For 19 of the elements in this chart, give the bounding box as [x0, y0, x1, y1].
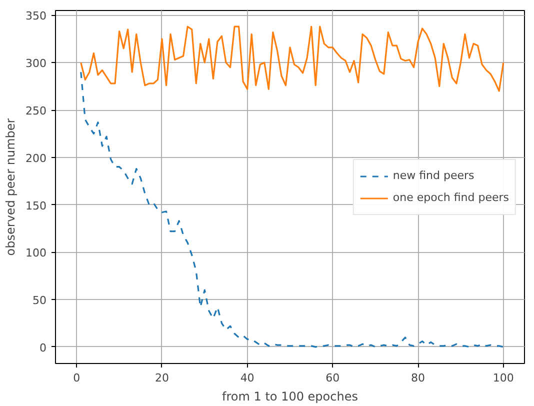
x-tick-label: 60 [326, 372, 340, 384]
y-tick-label: 100 [26, 246, 47, 260]
x-tick-label: 100 [492, 372, 514, 384]
x-axis-title: from 1 to 100 epoches [222, 390, 358, 404]
legend-label: new find peers [392, 169, 474, 182]
line-series [80, 26, 504, 92]
y-tick-label: 250 [26, 104, 47, 118]
y-tick-label: 300 [26, 57, 47, 70]
x-tick-label: 80 [411, 372, 426, 384]
y-axis-title: observed peer number [4, 118, 18, 256]
y-tick-label: 350 [26, 10, 47, 23]
x-tick-label: 40 [240, 372, 254, 384]
legend-label: one epoch find peers [392, 191, 509, 204]
y-tick-label: 200 [26, 152, 47, 165]
x-tick-label: 0 [73, 372, 80, 384]
y-tick-label: 0 [40, 341, 46, 354]
y-tick-label: 150 [26, 199, 47, 212]
y-tick-label: 50 [32, 294, 47, 308]
x-tick-label: 20 [154, 372, 169, 384]
